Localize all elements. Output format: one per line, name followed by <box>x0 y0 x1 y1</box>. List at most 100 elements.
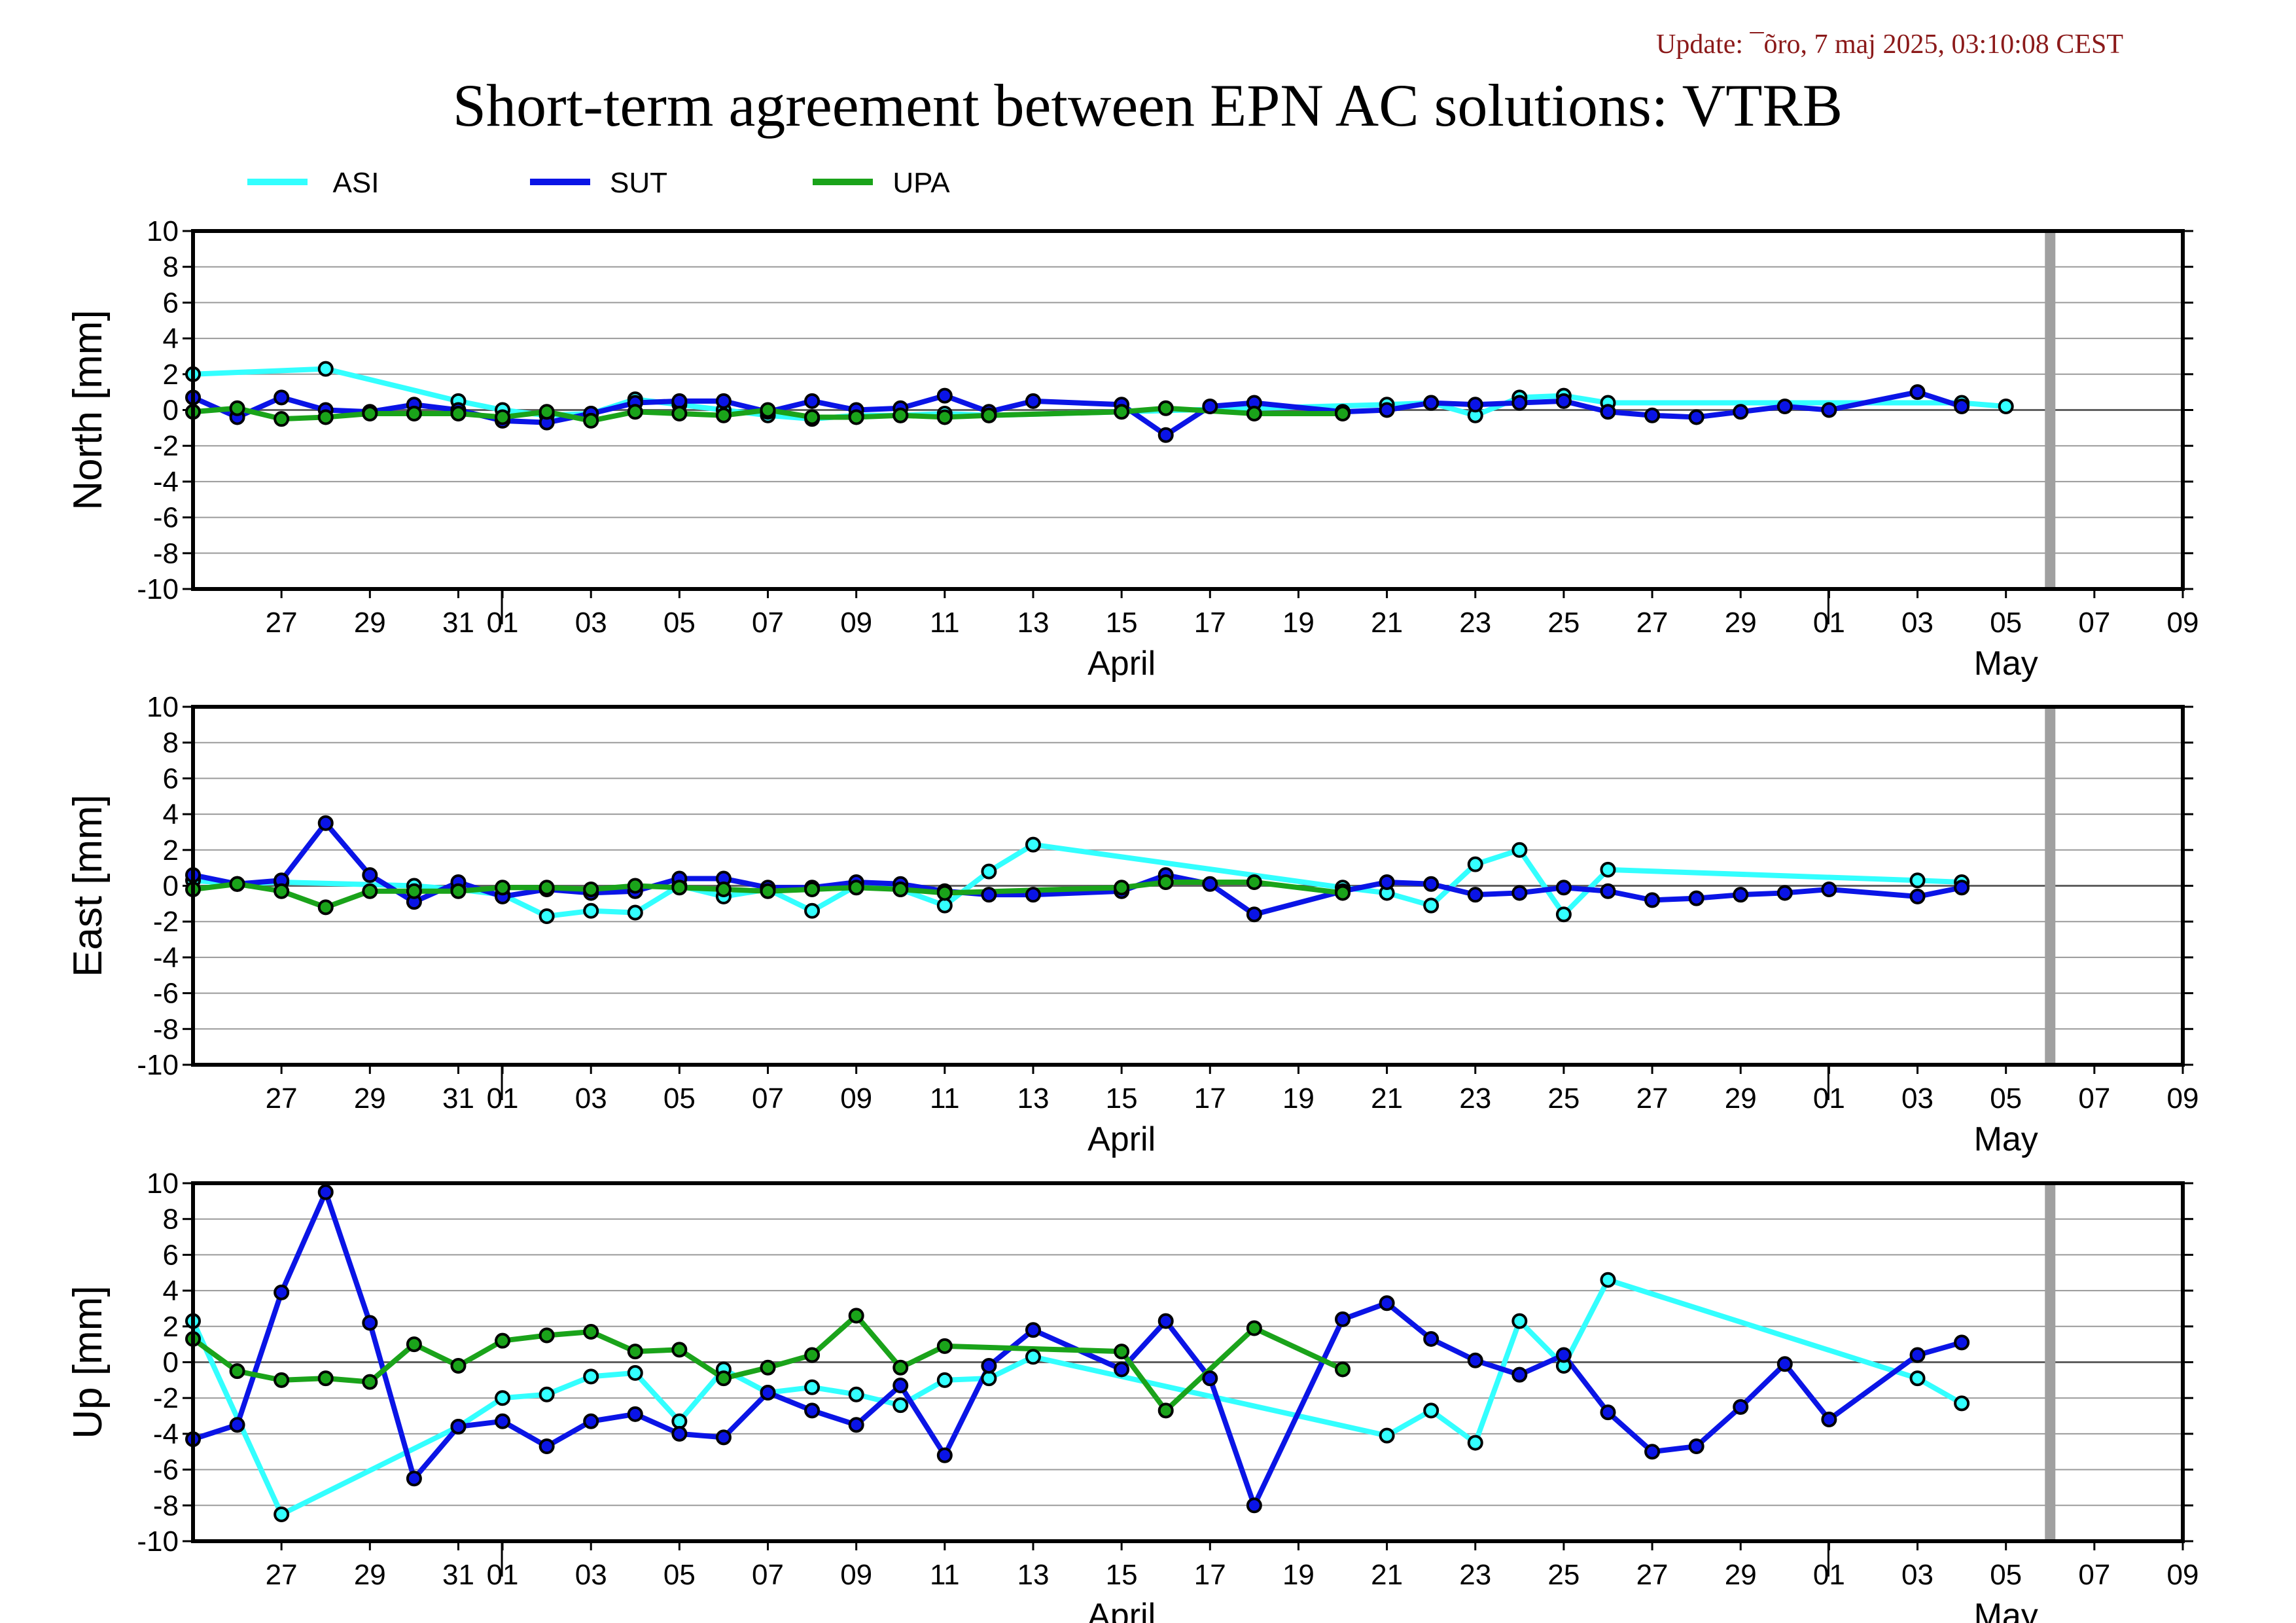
data-point-asi <box>804 1379 821 1395</box>
series-line-asi <box>190 1277 1964 1517</box>
data-point-upa <box>804 881 821 897</box>
y-tick-label: 2 <box>163 359 179 391</box>
data-point-asi <box>583 902 599 919</box>
y-tick-label: -10 <box>137 1049 179 1081</box>
x-tick-label: 27 <box>266 1082 298 1115</box>
data-point-sut <box>1600 883 1616 899</box>
data-point-asi <box>1511 842 1528 858</box>
data-point-upa <box>804 1347 821 1363</box>
data-point-sut <box>1511 885 1528 901</box>
data-point-upa <box>671 405 688 421</box>
data-point-upa <box>229 876 245 892</box>
y-tick-label: -2 <box>153 1382 179 1414</box>
data-point-asi <box>1423 1402 1439 1419</box>
data-point-upa <box>495 1332 511 1349</box>
x-tick-label: 29 <box>354 607 386 639</box>
y-tick-label: -6 <box>153 502 179 534</box>
data-point-upa <box>362 405 378 421</box>
data-point-upa <box>583 412 599 429</box>
data-point-sut <box>362 1315 378 1331</box>
x-tick-label: 15 <box>1106 1559 1138 1591</box>
plot-frame <box>191 1181 2185 1543</box>
data-point-sut <box>1555 393 1572 409</box>
data-point-sut <box>1644 892 1661 908</box>
data-point-sut <box>406 1471 422 1487</box>
x-tick-label: 09 <box>840 1559 872 1591</box>
y-tick-label: -6 <box>153 978 179 1010</box>
data-point-asi <box>627 904 643 921</box>
month-label: April <box>1087 1597 1156 1623</box>
data-point-sut <box>981 887 997 903</box>
series-group <box>185 815 1970 924</box>
data-point-upa <box>936 409 953 425</box>
x-tick-label: 19 <box>1282 1559 1315 1591</box>
x-tick-label: 07 <box>2078 1082 2110 1115</box>
y-axis-label: North [mm] <box>65 310 111 510</box>
data-point-sut <box>1909 1347 1926 1363</box>
data-point-asi <box>1954 1395 1970 1412</box>
data-point-upa <box>1246 405 1262 421</box>
data-point-upa <box>1114 404 1130 420</box>
data-point-asi <box>1423 897 1439 914</box>
data-point-upa <box>715 1370 732 1387</box>
data-point-upa <box>1246 874 1262 891</box>
data-point-asi <box>1555 906 1572 923</box>
data-point-sut <box>1025 1322 1041 1338</box>
legend-label-upa: UPA <box>892 167 950 199</box>
data-point-sut <box>1600 404 1616 420</box>
data-point-asi <box>627 1364 643 1381</box>
x-tick-label: 03 <box>1901 1082 1934 1115</box>
y-tick-label: -10 <box>137 573 179 605</box>
data-point-upa <box>1246 1320 1262 1336</box>
y-tick-label: 8 <box>163 727 179 759</box>
x-tick-label: 19 <box>1282 1082 1315 1115</box>
x-tick-label: 07 <box>2078 1559 2110 1591</box>
data-point-upa <box>892 407 909 423</box>
data-point-upa <box>583 881 599 897</box>
data-point-asi <box>1909 872 1926 889</box>
x-tick-label: 09 <box>2167 1082 2199 1115</box>
data-point-sut <box>1246 1497 1262 1514</box>
month-label: April <box>1087 1120 1156 1158</box>
y-tick-label: -4 <box>153 942 179 974</box>
y-tick-label: 10 <box>147 215 179 247</box>
x-tick-label: 31 <box>442 607 474 639</box>
x-tick-label: 07 <box>752 607 784 639</box>
data-point-sut <box>539 1438 555 1455</box>
data-point-sut <box>1776 885 1793 901</box>
data-point-sut <box>274 1284 290 1300</box>
data-point-sut <box>1423 395 1439 411</box>
x-tick-label: 07 <box>2078 607 2110 639</box>
data-point-sut <box>1821 881 1837 897</box>
y-tick-label: -10 <box>137 1525 179 1558</box>
data-point-sut <box>274 389 290 406</box>
y-tick-label: -8 <box>153 1013 179 1045</box>
data-point-sut <box>1467 887 1483 903</box>
data-point-upa <box>406 883 422 899</box>
x-tick-label: 21 <box>1371 1082 1403 1115</box>
x-tick-label: 19 <box>1282 607 1315 639</box>
y-axis-label: East [mm] <box>65 794 111 977</box>
x-tick-label: 31 <box>442 1559 474 1591</box>
data-point-upa <box>362 1374 378 1390</box>
data-point-sut <box>715 1429 732 1446</box>
x-tick-label: 11 <box>930 1559 960 1591</box>
data-point-sut <box>229 1417 245 1433</box>
data-point-asi <box>274 1506 290 1522</box>
data-point-upa <box>450 883 467 899</box>
data-point-sut <box>1025 393 1041 409</box>
x-tick-label: 13 <box>1017 1559 1050 1591</box>
data-point-sut <box>1157 427 1174 443</box>
data-point-sut <box>317 815 334 831</box>
data-point-upa <box>539 880 555 896</box>
data-point-upa <box>892 1359 909 1376</box>
data-point-asi <box>539 1386 555 1402</box>
data-point-sut <box>450 1418 467 1435</box>
data-point-asi <box>1025 836 1041 853</box>
data-point-sut <box>671 393 688 409</box>
x-tick-label: 17 <box>1194 1559 1226 1591</box>
x-tick-label: 09 <box>840 607 872 639</box>
data-point-sut <box>317 1184 334 1200</box>
data-point-upa <box>450 1357 467 1374</box>
data-point-upa <box>1157 1402 1174 1419</box>
